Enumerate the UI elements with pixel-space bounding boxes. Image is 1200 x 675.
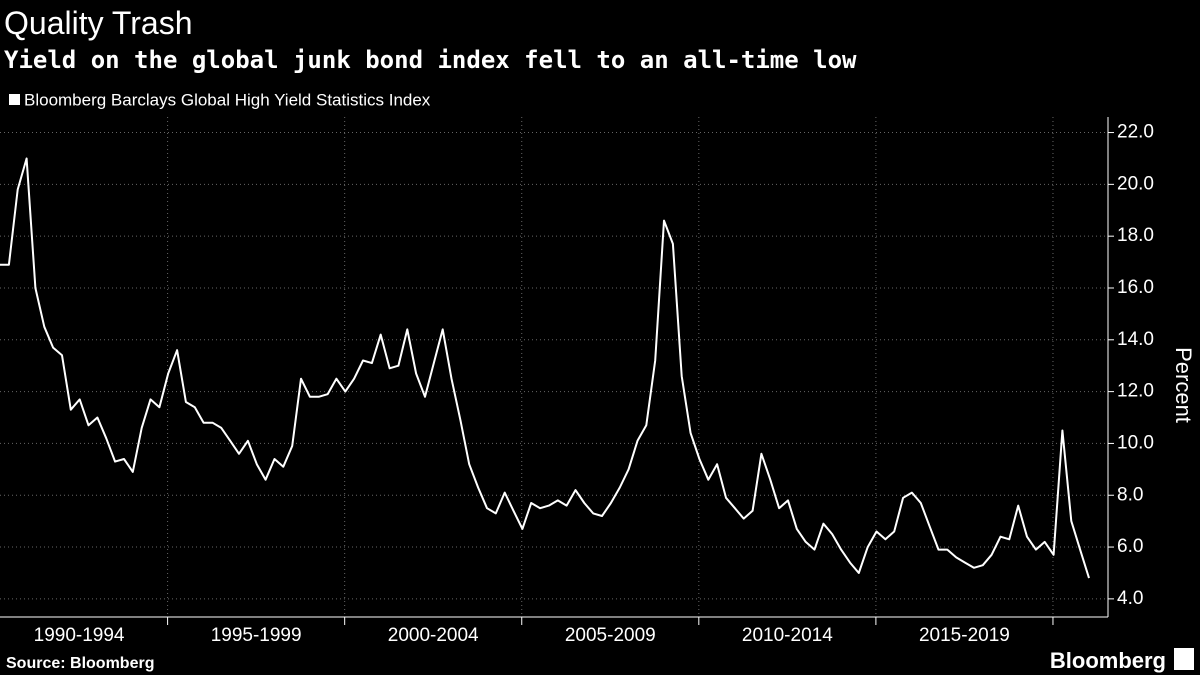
y-tick-label: 22.0	[1117, 122, 1154, 143]
source: Source: Bloomberg	[6, 655, 154, 672]
chart-title: Quality Trash	[4, 5, 193, 41]
x-tick-label: 1990-1994	[34, 625, 125, 646]
brand-icon	[1174, 648, 1194, 670]
y-tick-label: 8.0	[1117, 484, 1143, 505]
y-tick-label: 10.0	[1117, 432, 1154, 453]
y-tick-label: 12.0	[1117, 381, 1154, 402]
line-series	[0, 157, 1090, 579]
x-tick-label: 1995-1999	[211, 625, 302, 646]
x-tick-label: 2005-2009	[565, 625, 656, 646]
y-tick-label: 18.0	[1117, 225, 1154, 246]
y-tick-label: 4.0	[1117, 588, 1143, 609]
y-axis-label: Percent	[1171, 347, 1196, 423]
x-tick-label: 2015-2019	[919, 625, 1010, 646]
y-tick-label: 16.0	[1117, 277, 1154, 298]
y-tick-label: 20.0	[1117, 173, 1154, 194]
x-tick-label: 2000-2004	[388, 625, 479, 646]
y-tick-label: 14.0	[1117, 329, 1154, 350]
x-tick-label: 2010-2014	[742, 625, 833, 646]
y-tick-label: 6.0	[1117, 536, 1143, 557]
brand: Bloomberg	[1050, 648, 1166, 673]
legend-swatch	[9, 94, 20, 105]
chart-subtitle: Yield on the global junk bond index fell…	[4, 46, 857, 74]
legend-label: Bloomberg Barclays Global High Yield Sta…	[24, 90, 431, 109]
